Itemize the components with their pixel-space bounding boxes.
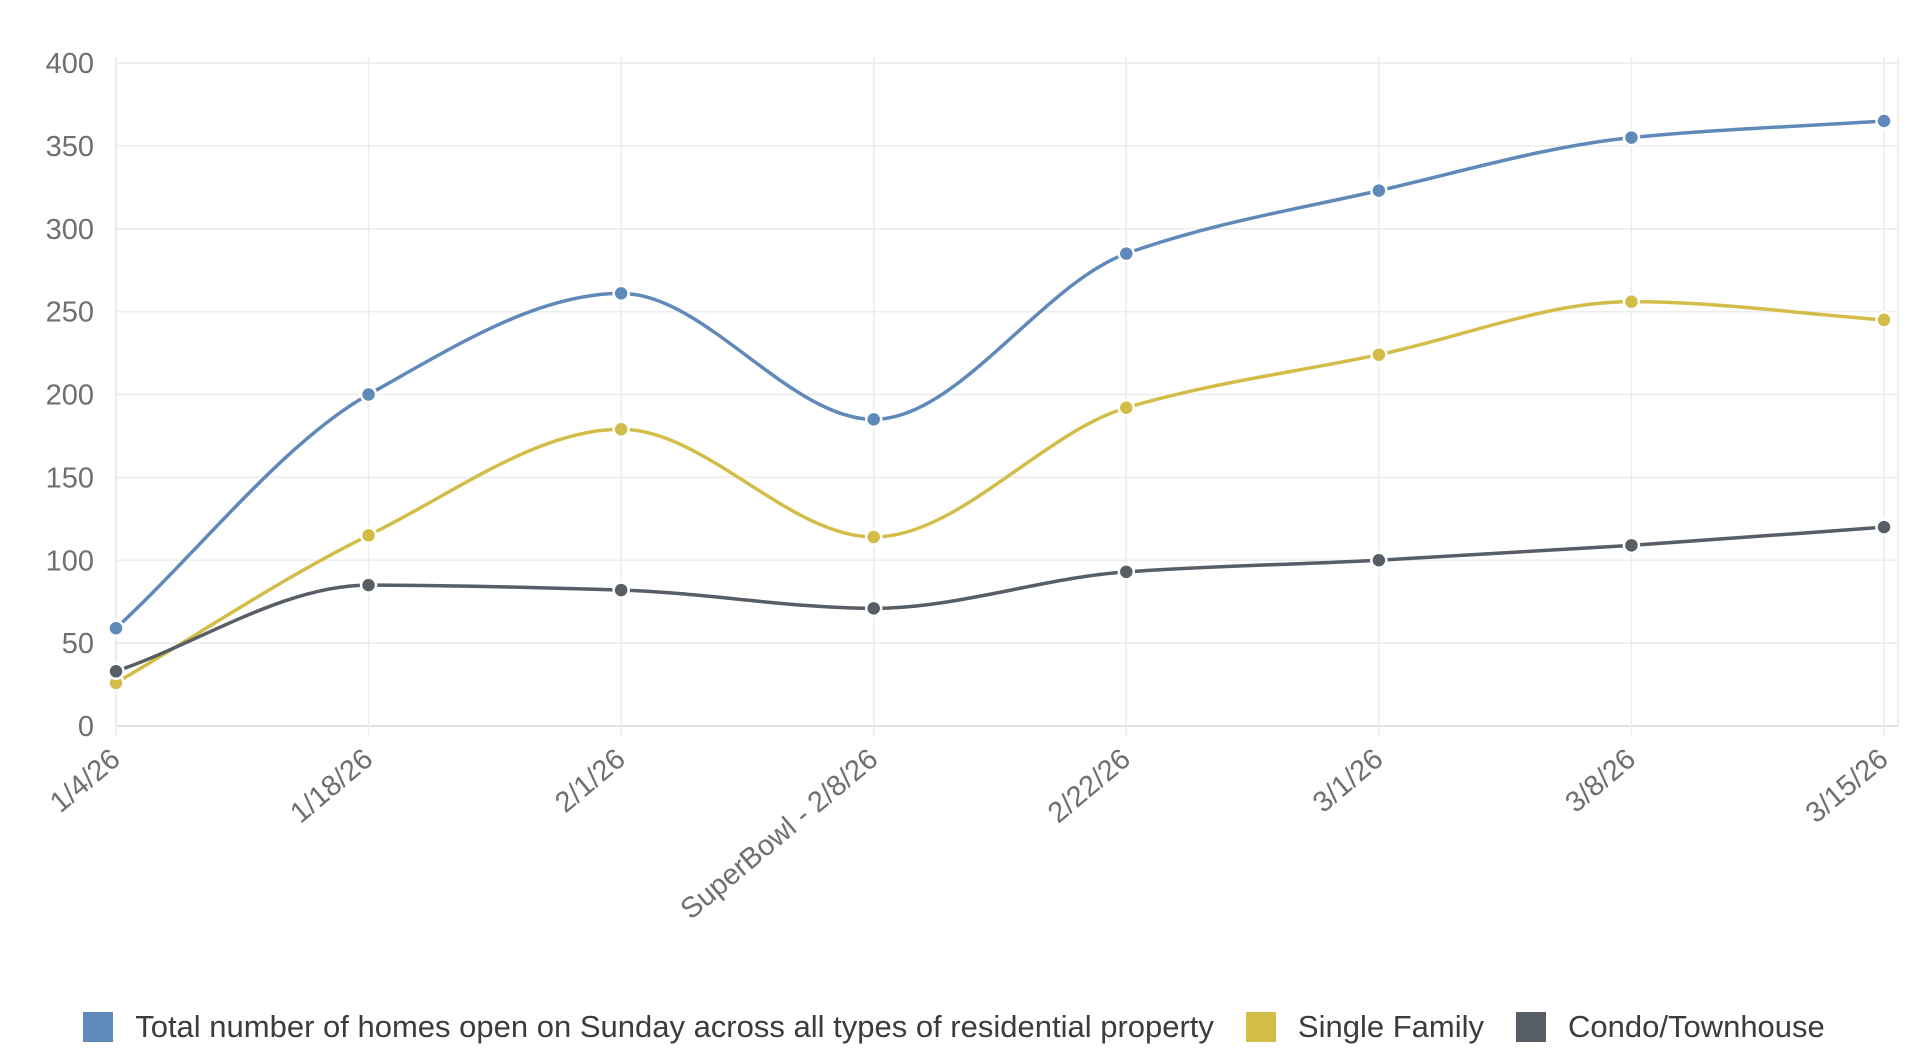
- legend-label-condo: Condo/Townhouse: [1567, 1009, 1825, 1044]
- series-lines: [114, 119, 1886, 685]
- data-point[interactable]: [107, 662, 125, 681]
- y-tick-label: 50: [62, 628, 94, 660]
- data-point[interactable]: [1622, 292, 1641, 311]
- data-point[interactable]: [1875, 311, 1893, 329]
- legend-swatch-total: [83, 1012, 114, 1042]
- y-tick-label: 0: [78, 711, 94, 743]
- x-tick-label: 3/1/26: [1307, 743, 1389, 819]
- data-point[interactable]: [1370, 181, 1388, 200]
- x-tick-label: 2/22/26: [1042, 743, 1137, 830]
- series-line-0[interactable]: [114, 119, 1886, 630]
- data-point[interactable]: [1117, 244, 1136, 263]
- grid-lines: [115, 57, 1899, 736]
- data-point[interactable]: [1370, 345, 1388, 364]
- data-point[interactable]: [612, 420, 630, 439]
- series-line-2[interactable]: [114, 525, 1886, 674]
- y-tick-label: 350: [46, 131, 94, 163]
- data-point[interactable]: [1117, 563, 1136, 581]
- y-axis: 0 50 100 150 200 250 300 350 400: [46, 48, 94, 743]
- series-line-1[interactable]: [114, 299, 1886, 685]
- x-tick-label: 3/8/26: [1560, 743, 1642, 819]
- legend-swatch-single-family: [1245, 1012, 1276, 1042]
- data-point[interactable]: [864, 599, 883, 618]
- data-point[interactable]: [612, 284, 630, 303]
- data-point[interactable]: [864, 410, 883, 429]
- data-point[interactable]: [612, 581, 630, 599]
- x-tick-label: 1/18/26: [284, 743, 379, 830]
- y-tick-label: 150: [46, 462, 94, 494]
- y-tick-label: 250: [46, 297, 94, 329]
- data-point[interactable]: [1370, 551, 1388, 569]
- data-point[interactable]: [359, 526, 378, 545]
- legend-label-total: Total number of homes open on Sunday acr…: [135, 1009, 1214, 1044]
- y-tick-label: 400: [46, 48, 94, 80]
- y-tick-label: 300: [46, 214, 94, 246]
- data-point[interactable]: [107, 619, 125, 637]
- x-tick-label: 1/4/26: [44, 743, 126, 819]
- legend-item-single-family[interactable]: Single Family: [1245, 1009, 1484, 1045]
- data-point[interactable]: [1622, 536, 1641, 555]
- data-point[interactable]: [1875, 518, 1893, 536]
- x-axis: 1/4/26 1/18/26 2/1/26 SuperBowl - 2/8/26 2/2…: [44, 743, 1894, 926]
- series-points: [107, 112, 1893, 692]
- y-tick-label: 100: [46, 545, 94, 577]
- x-tick-label: SuperBowl - 2/8/26: [675, 743, 885, 926]
- x-tick-label: 2/1/26: [549, 743, 631, 819]
- data-point[interactable]: [1622, 128, 1641, 147]
- legend: Total number of homes open on Sunday acr…: [0, 1007, 1908, 1047]
- legend-swatch-condo: [1515, 1012, 1546, 1042]
- data-point[interactable]: [359, 576, 378, 594]
- data-point[interactable]: [1117, 399, 1136, 417]
- data-point[interactable]: [864, 528, 883, 546]
- x-tick-label: 3/15/26: [1800, 743, 1895, 830]
- legend-item-total[interactable]: Total number of homes open on Sunday acr…: [83, 1009, 1214, 1045]
- data-point[interactable]: [359, 385, 378, 404]
- y-tick-label: 200: [46, 380, 94, 412]
- legend-item-condo[interactable]: Condo/Townhouse: [1515, 1009, 1825, 1045]
- legend-label-single-family: Single Family: [1297, 1009, 1484, 1044]
- data-point[interactable]: [1875, 112, 1893, 130]
